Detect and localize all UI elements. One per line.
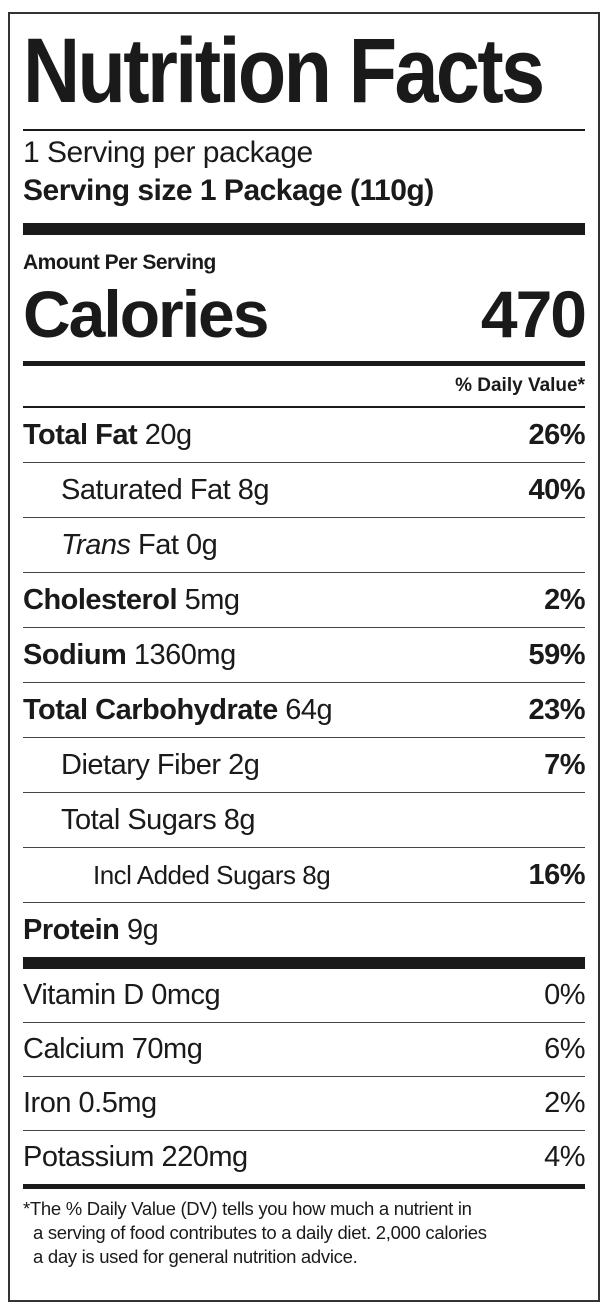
calories-label: Calories xyxy=(23,277,269,351)
medium-divider xyxy=(23,1184,585,1189)
nutrient-name-rest: Fat xyxy=(138,528,179,561)
footnote: *The % Daily Value (DV) tells you how mu… xyxy=(23,1189,585,1269)
footnote-line: a serving of food contributes to a daily… xyxy=(33,1222,487,1243)
nutrition-label: Nutrition Facts 1 Serving per package Se… xyxy=(8,12,600,1302)
amount-per-serving: Amount Per Serving xyxy=(23,251,216,274)
nutrient-row-total-fat: Total Fat 20g 26% xyxy=(23,408,585,463)
nutrient-amount: 64g xyxy=(285,693,333,726)
nutrient-dv: 2% xyxy=(544,583,585,616)
nutrient-name: Protein xyxy=(23,913,120,946)
nutrient-name: Cholesterol xyxy=(23,583,178,616)
nutrient-amount: 8g xyxy=(302,859,331,890)
medium-divider xyxy=(23,361,585,366)
nutrient-name: Sodium xyxy=(23,638,127,671)
footnote-line: *The % Daily Value (DV) tells you how mu… xyxy=(23,1198,472,1219)
nutrient-row-total-sugars: Total Sugars 8g xyxy=(23,793,585,848)
nutrient-amount: 9g xyxy=(126,913,159,946)
nutrient-row-saturated-fat: Saturated Fat 8g 40% xyxy=(23,463,585,518)
vitamin-label: Vitamin D 0mcg xyxy=(23,979,221,1011)
thick-divider xyxy=(23,957,585,969)
nutrient-dv: 26% xyxy=(528,418,585,451)
calories-row: Calories 470 xyxy=(23,275,587,353)
nutrient-amount: 0g xyxy=(186,528,218,561)
nutrient-name: Saturated Fat xyxy=(61,473,231,506)
nutrient-name: Total Carbohydrate xyxy=(23,693,278,726)
nutrient-amount: 20g xyxy=(144,418,192,451)
serving-size: Serving size 1 Package (110g) xyxy=(23,174,434,207)
vitamin-row-iron: Iron 0.5mg 2% xyxy=(23,1077,585,1131)
calories-value: 470 xyxy=(480,277,587,351)
vitamin-row-vitamin-d: Vitamin D 0mcg 0% xyxy=(23,969,585,1023)
nutrient-name: Total Sugars xyxy=(61,803,217,836)
nutrient-amount: 1360mg xyxy=(133,638,236,671)
vitamin-dv: 2% xyxy=(544,1087,585,1119)
nutrient-name: Dietary Fiber xyxy=(61,748,221,781)
divider xyxy=(23,129,585,131)
vitamin-dv: 4% xyxy=(544,1141,585,1173)
nutrient-dv: 59% xyxy=(528,638,585,671)
nutrient-row-protein: Protein 9g xyxy=(23,903,585,957)
label-title: Nutrition Facts xyxy=(23,20,545,122)
nutrient-name: Total Fat xyxy=(23,418,138,451)
nutrient-dv: 7% xyxy=(544,748,585,781)
nutrient-row-added-sugars: Incl Added Sugars 8g 16% xyxy=(23,848,585,903)
nutrient-amount: 5mg xyxy=(184,583,240,616)
vitamin-row-potassium: Potassium 220mg 4% xyxy=(23,1131,585,1184)
vitamin-label: Iron 0.5mg xyxy=(23,1087,157,1119)
nutrient-row-cholesterol: Cholesterol 5mg 2% xyxy=(23,573,585,628)
nutrient-amount: 8g xyxy=(237,473,270,506)
vitamin-dv: 6% xyxy=(544,1033,585,1065)
thick-divider xyxy=(23,223,585,235)
nutrient-row-sodium: Sodium 1360mg 59% xyxy=(23,628,585,683)
nutrient-name: Trans xyxy=(61,528,131,561)
servings-per-package: 1 Serving per package xyxy=(23,136,313,169)
nutrient-dv: 40% xyxy=(528,473,585,506)
daily-value-header: % Daily Value* xyxy=(23,366,585,408)
nutrient-name: Incl Added Sugars xyxy=(93,859,296,890)
nutrient-row-dietary-fiber: Dietary Fiber 2g 7% xyxy=(23,738,585,793)
nutrient-dv: 16% xyxy=(528,858,585,891)
footnote-line: a day is used for general nutrition advi… xyxy=(33,1246,358,1267)
vitamin-label: Potassium 220mg xyxy=(23,1141,248,1173)
nutrient-row-total-carbohydrate: Total Carbohydrate 64g 23% xyxy=(23,683,585,738)
nutrient-amount: 2g xyxy=(228,748,260,781)
vitamin-label: Calcium 70mg xyxy=(23,1033,203,1065)
vitamin-row-calcium: Calcium 70mg 6% xyxy=(23,1023,585,1077)
vitamin-dv: 0% xyxy=(544,979,585,1011)
nutrient-dv: 23% xyxy=(528,693,585,726)
nutrient-amount: 8g xyxy=(223,803,256,836)
nutrient-row-trans-fat: Trans Fat 0g xyxy=(23,518,585,573)
